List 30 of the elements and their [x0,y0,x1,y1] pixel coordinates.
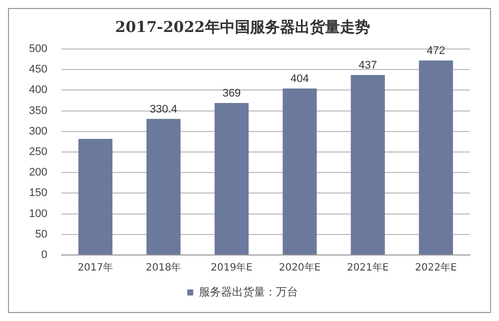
y-tick-label: 200 [28,166,48,179]
data-label: 437 [358,59,378,72]
data-label: 404 [290,73,309,86]
bar [214,102,249,254]
y-tick-label: 50 [35,228,48,240]
y-tick-label: 250 [28,146,48,158]
y-tick-label: 500 [28,43,48,56]
bar [282,88,317,254]
x-tick-label: 2019年E [210,262,253,274]
y-tick-label: 300 [28,125,48,138]
y-tick-label: 450 [28,64,48,76]
x-tick-label: 2021年E [346,262,389,274]
x-tick-label: 2020年E [278,262,321,274]
data-label: 369 [222,88,241,100]
y-tick-label: 100 [28,208,48,220]
y-tick-label: 150 [28,187,48,200]
y-tick-label: 0 [41,249,48,262]
x-tick-label: 2017年 [78,262,114,274]
data-label: 330.4 [150,103,178,116]
data-label: 472 [426,45,446,58]
x-tick-label: 2022年E [415,262,457,274]
bar [350,74,385,254]
y-tick-label: 400 [28,84,48,96]
y-tick-label: 350 [28,104,48,117]
bar [78,138,112,254]
bar [418,60,453,254]
chart-title: 2017-2022年中国服务器出货量走势 [115,18,370,36]
x-tick-label: 2018年 [146,262,182,274]
bar [146,118,181,254]
legend-label: 服务器出货量：万台 [198,285,298,298]
